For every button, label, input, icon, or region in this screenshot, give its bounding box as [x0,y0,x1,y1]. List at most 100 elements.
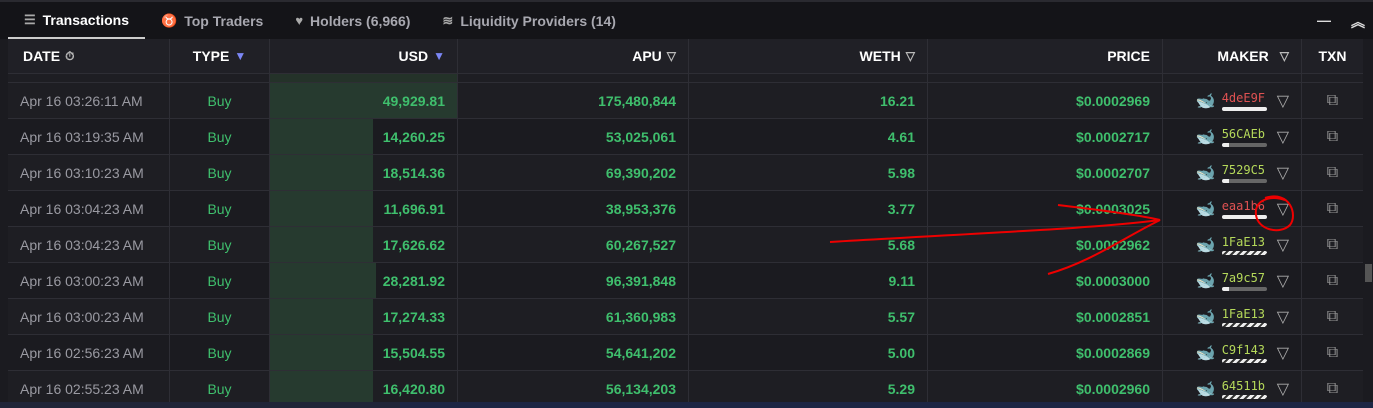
filter-maker-icon[interactable]: ▽ [1276,236,1289,254]
maker-holding-bar [1221,394,1267,399]
weth-cell: 5.68 [887,236,915,253]
header-maker: MAKER [1217,48,1269,64]
date-cell: Apr 16 03:19:35 AM [20,128,144,145]
whale-icon: 🐋 [1195,200,1216,218]
table-row[interactable]: Apr 16 03:04:23 AM Buy 11,696.91 38,953,… [8,191,1363,227]
whale-icon: 🐋 [1195,308,1216,326]
date-cell: Apr 16 03:00:23 AM [20,272,144,289]
header-weth: WETH [859,48,901,64]
whale-icon: 🐋 [1195,164,1216,182]
table-row[interactable]: Apr 16 03:00:23 AM Buy 28,281.92 96,391,… [8,263,1363,299]
usd-volume-bar [270,119,373,154]
filter-maker-icon[interactable]: ▽ [1276,128,1289,146]
header-usd: USD [398,48,429,64]
maker-address[interactable]: 56CAEb [1221,126,1266,141]
stopwatch-icon[interactable]: ⏱ [65,48,75,63]
weth-cell: 5.29 [887,380,915,397]
external-link-icon[interactable]: ⧉ [1326,163,1339,181]
type-cell: Buy [207,200,232,217]
apu-cell: 56,134,203 [605,380,676,397]
filter-icon[interactable]: ▽ [905,49,915,63]
header-date[interactable]: DATE [23,48,61,64]
table-row[interactable]: Apr 16 03:26:11 AM Buy 49,929.81 175,480… [8,83,1363,119]
table-row[interactable]: Apr 16 02:56:23 AM Buy 15,504.55 54,641,… [8,335,1363,371]
waves-icon: ≋ [442,12,454,28]
price-cell: $0.0002962 [1076,236,1150,253]
header-type: TYPE [192,48,230,64]
table-row[interactable]: Apr 16 03:19:35 AM Buy 14,260.25 53,025,… [8,119,1363,155]
filter-icon[interactable]: ▼ [433,49,445,63]
usd-cell: 11,696.91 [383,200,445,217]
usd-volume-bar [270,263,376,298]
tab-transactions[interactable]: ☰ Transactions [8,2,146,39]
apu-cell: 38,953,376 [605,200,676,217]
filter-maker-icon[interactable]: ▽ [1276,380,1289,398]
filter-maker-icon[interactable]: ▽ [1276,344,1289,362]
type-cell: Buy [207,380,232,397]
maker-address[interactable]: 4deE9F [1221,90,1266,105]
usd-cell: 17,274.33 [382,308,445,325]
external-link-icon[interactable]: ⧉ [1326,271,1339,289]
filter-maker-icon[interactable]: ▽ [1276,164,1289,182]
maker-address[interactable]: 1FaE13 [1221,234,1266,249]
filter-maker-icon[interactable]: ▽ [1276,308,1289,326]
date-cell: Apr 16 03:10:23 AM [20,164,144,181]
usd-cell: 28,281.92 [382,272,445,289]
usd-cell: 14,260.25 [382,128,445,145]
maker-address[interactable]: C9f143 [1221,342,1266,357]
table-row[interactable]: Apr 16 03:10:23 AM Buy 18,514.36 69,390,… [8,155,1363,191]
maker-holding-bar [1221,178,1267,183]
transactions-table: DATE ⏱ TYPE ▼ USD ▼ APU ▽ WETH ▽ PRICE MAKER ▽… [8,39,1363,407]
apu-cell: 60,267,527 [605,236,676,253]
external-link-icon[interactable]: ⧉ [1326,307,1339,325]
maker-address[interactable]: 7529C5 [1221,162,1266,177]
usd-volume-bar [270,227,373,262]
external-link-icon[interactable]: ⧉ [1326,91,1339,109]
filter-icon[interactable]: ▽ [666,49,676,63]
usd-volume-bar [270,83,457,118]
tab-liquidity-providers[interactable]: ≋ Liquidity Providers (14) [442,12,616,29]
usd-volume-bar [270,335,373,370]
scrollbar[interactable] [1363,39,1373,408]
external-link-icon[interactable]: ⧉ [1326,199,1339,217]
filter-icon[interactable]: ▽ [1279,49,1289,63]
table-header: DATE ⏱ TYPE ▼ USD ▼ APU ▽ WETH ▽ PRICE MAKER ▽… [8,39,1363,74]
filter-maker-icon[interactable]: ▽ [1276,92,1289,110]
external-link-icon[interactable]: ⧉ [1326,127,1339,145]
maker-address[interactable]: 64511b [1221,378,1266,393]
minimize-button[interactable]: — [1317,12,1331,28]
whale-icon: 🐋 [1195,128,1216,146]
external-link-icon[interactable]: ⧉ [1326,235,1339,253]
maker-holding-bar [1221,286,1267,291]
apu-cell: 96,391,848 [605,272,676,289]
usd-volume-bar [270,155,373,190]
maker-address[interactable]: eaa1b6 [1221,198,1266,213]
date-cell: Apr 16 02:56:23 AM [20,344,144,361]
apu-cell: 53,025,061 [605,128,676,145]
collapse-button[interactable]: ︽ [1351,14,1365,30]
external-link-icon[interactable]: ⧉ [1326,343,1339,361]
medal-icon: ♉ [161,12,178,28]
price-cell: $0.0002851 [1076,308,1150,325]
price-cell: $0.0002707 [1076,164,1150,181]
maker-address[interactable]: 1FaE13 [1221,306,1266,321]
table-row[interactable]: Apr 16 03:04:23 AM Buy 17,626.62 60,267,… [8,227,1363,263]
header-apu: APU [632,48,662,64]
filter-icon[interactable]: ▼ [234,49,247,63]
filter-maker-icon[interactable]: ▽ [1276,272,1289,290]
maker-holding-bar [1221,142,1267,147]
maker-address[interactable]: 7a9c57 [1221,270,1266,285]
filter-maker-icon[interactable]: ▽ [1276,200,1289,218]
table-row[interactable]: Apr 16 03:00:23 AM Buy 17,274.33 61,360,… [8,299,1363,335]
price-cell: $0.0002869 [1076,344,1150,361]
usd-cell: 16,420.80 [382,380,445,397]
scrollbar-thumb[interactable] [1365,264,1372,282]
type-cell: Buy [207,344,232,361]
date-cell: Apr 16 03:04:23 AM [20,236,144,253]
tab-top-traders[interactable]: ♉ Top Traders [161,12,264,29]
list-icon: ☰ [24,11,36,27]
external-link-icon[interactable]: ⧉ [1326,379,1339,397]
weth-cell: 4.61 [887,128,915,145]
table-row[interactable]: Apr 16 02:55:23 AM Buy 16,420.80 56,134,… [8,371,1363,407]
tab-holders[interactable]: ♥ Holders (6,966) [295,12,411,29]
